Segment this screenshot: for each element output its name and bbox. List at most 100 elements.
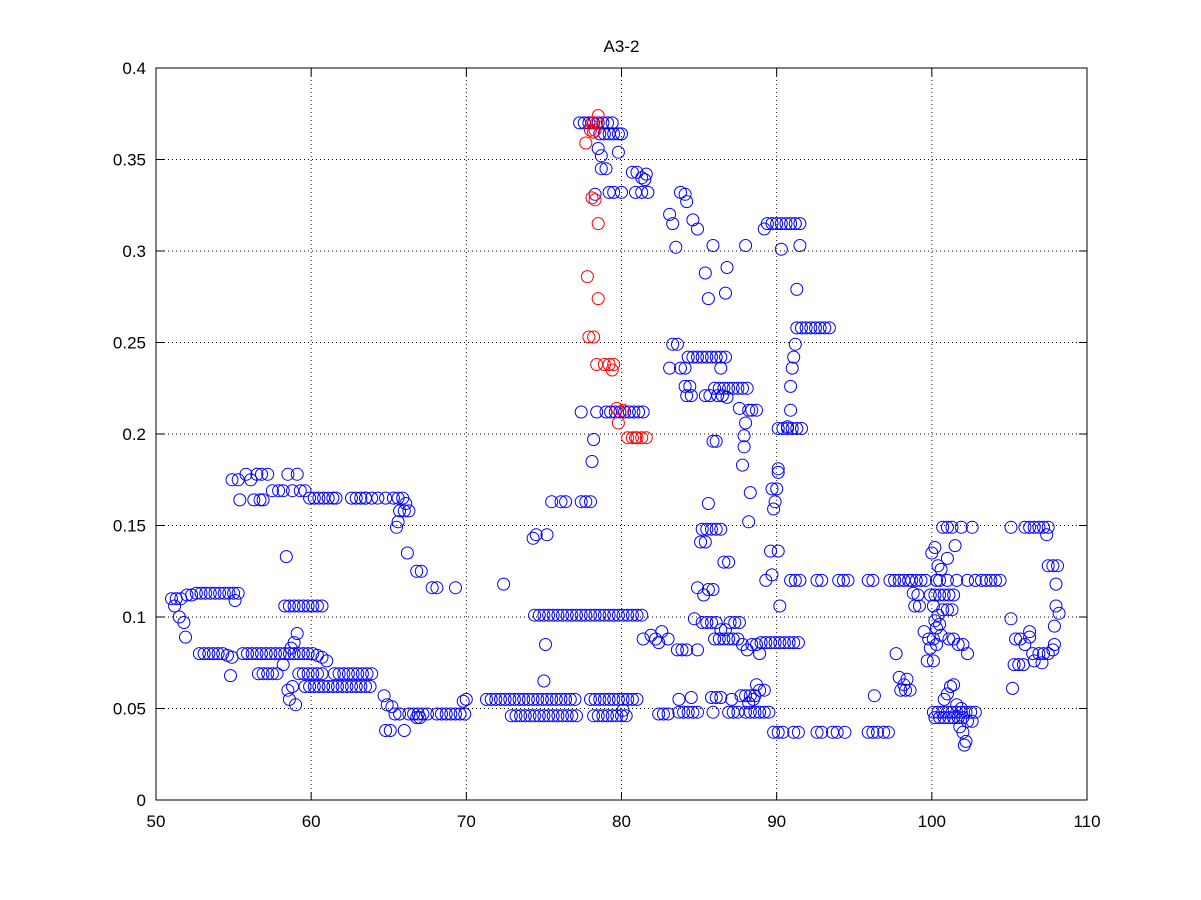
data-point [489, 692, 503, 706]
data-point [790, 282, 804, 296]
data-point [954, 520, 968, 534]
data-point [192, 647, 206, 661]
data-point [1046, 643, 1060, 657]
data-point [542, 608, 556, 622]
data-point [391, 515, 405, 529]
data-point [708, 632, 722, 646]
data-point [509, 709, 523, 723]
data-point [397, 504, 411, 518]
data-point [644, 628, 658, 642]
data-point [1047, 638, 1061, 651]
data-point [611, 608, 625, 622]
data-point [635, 185, 649, 199]
data-point [354, 491, 368, 505]
data-point [537, 608, 551, 622]
y-tick-label: 0.1 [122, 608, 146, 627]
data-point [528, 608, 542, 622]
data-point [549, 692, 563, 706]
data-point [822, 321, 836, 335]
data-point [1027, 520, 1041, 534]
data-point [282, 599, 296, 613]
data-point [293, 484, 307, 498]
data-point [635, 608, 649, 622]
data-point [611, 145, 625, 159]
data-point [430, 581, 444, 595]
data-point [684, 691, 698, 704]
data-point [521, 692, 535, 706]
data-point [289, 698, 303, 712]
data-point [276, 658, 290, 672]
data-point [1018, 638, 1032, 651]
data-point [397, 724, 411, 737]
data-point [425, 581, 439, 595]
data-point [714, 522, 728, 536]
data-point [736, 381, 749, 395]
data-point [714, 361, 728, 375]
data-point [757, 705, 771, 719]
data-point [687, 612, 701, 626]
data-point [712, 632, 726, 646]
data-point [570, 709, 583, 723]
data-point [326, 680, 340, 693]
data-point [594, 149, 608, 163]
data-point [790, 321, 804, 335]
data-point [675, 643, 689, 657]
data-point [225, 473, 239, 487]
data-point [276, 484, 290, 498]
data-point [407, 707, 421, 721]
data-point [937, 711, 951, 725]
data-point [616, 608, 630, 622]
data-point [532, 709, 546, 723]
data-point [762, 705, 776, 719]
data-point [945, 603, 959, 617]
data-points [165, 109, 1066, 752]
data-point [591, 109, 605, 123]
data-point [296, 667, 310, 681]
data-point [579, 608, 593, 622]
data-point [636, 405, 650, 419]
data-point [202, 647, 216, 661]
data-point [282, 647, 296, 661]
data-point [779, 217, 793, 231]
data-point [400, 546, 414, 560]
data-point [588, 123, 602, 137]
y-tick-label: 0.15 [113, 517, 146, 536]
data-point [363, 680, 377, 693]
data-point [615, 185, 628, 199]
data-point [199, 586, 213, 600]
data-point [413, 711, 427, 725]
data-point [287, 599, 301, 613]
data-point [771, 725, 785, 739]
data-point [793, 217, 807, 231]
data-point [327, 667, 341, 681]
data-point [930, 573, 943, 587]
data-point [810, 725, 824, 739]
data-point [545, 692, 559, 706]
data-point [554, 692, 568, 706]
data-point [622, 405, 636, 419]
data-point [694, 535, 708, 549]
data-point [303, 680, 317, 693]
data-point [1047, 619, 1061, 633]
data-point [795, 422, 808, 435]
data-point [345, 680, 358, 693]
data-point [722, 555, 736, 569]
data-point [560, 608, 574, 622]
data-point [1037, 647, 1051, 661]
data-point [672, 705, 686, 719]
data-point [341, 667, 355, 681]
data-point [765, 217, 779, 231]
data-point [531, 692, 545, 706]
y-tick-label: 0.25 [113, 334, 146, 353]
data-point [1049, 599, 1063, 613]
data-point [607, 692, 621, 706]
data-point [959, 734, 973, 748]
data-point [518, 709, 532, 723]
data-point [709, 522, 723, 536]
data-point [284, 641, 298, 655]
data-point [923, 641, 937, 655]
data-point [224, 669, 237, 683]
data-point [933, 711, 947, 725]
data-point [393, 504, 407, 518]
